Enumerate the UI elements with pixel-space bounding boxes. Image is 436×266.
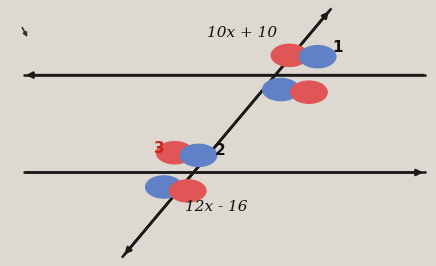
Circle shape	[146, 176, 182, 198]
Text: 2: 2	[215, 143, 225, 158]
Text: 3: 3	[154, 141, 165, 156]
Circle shape	[170, 180, 206, 202]
Circle shape	[262, 78, 299, 101]
Circle shape	[271, 44, 308, 66]
Text: 1: 1	[332, 40, 342, 55]
Text: 12x - 16: 12x - 16	[184, 200, 247, 214]
Circle shape	[157, 142, 193, 164]
Circle shape	[181, 144, 217, 167]
Circle shape	[300, 45, 336, 68]
Circle shape	[291, 81, 327, 103]
Text: 10x + 10: 10x + 10	[207, 26, 277, 40]
